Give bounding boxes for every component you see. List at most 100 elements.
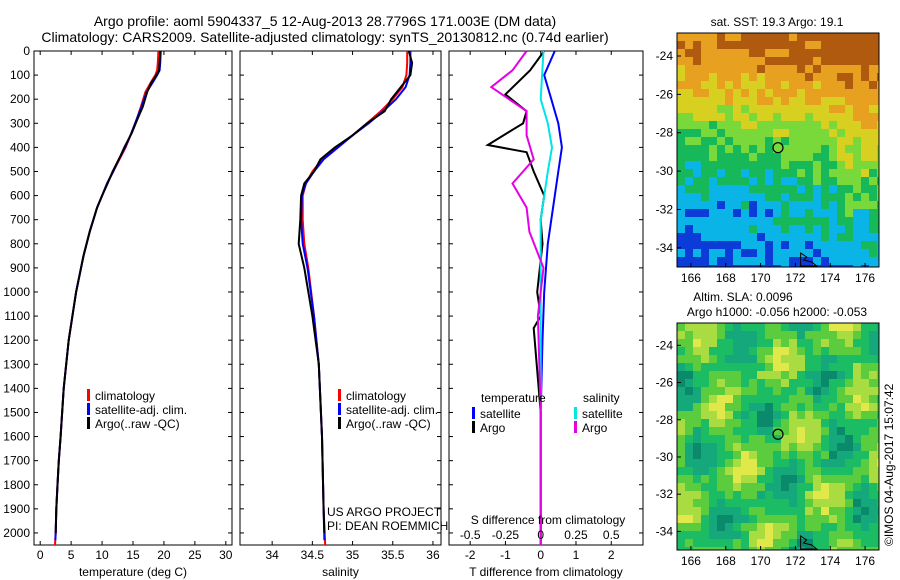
map-cell (693, 523, 701, 531)
map-cell (861, 169, 869, 177)
map-cell (845, 547, 853, 550)
map-cell (813, 323, 821, 331)
map-cell (821, 145, 829, 153)
map-cell (701, 411, 709, 419)
map-cell (693, 65, 701, 73)
map-cell (845, 105, 853, 113)
map-lat-label: -24 (656, 49, 674, 63)
map-cell (725, 185, 733, 193)
map-cell (829, 467, 837, 475)
map-cell (805, 507, 813, 515)
map-cell (781, 65, 789, 73)
map-cell (709, 515, 717, 523)
map-cell (733, 411, 741, 419)
map-cell (693, 161, 701, 169)
map-cell (837, 113, 845, 121)
map-cell (869, 169, 877, 177)
map-cell (805, 355, 813, 363)
map-cell (829, 73, 837, 81)
map-cell (749, 97, 757, 105)
map-cell (877, 113, 879, 121)
map-cell (853, 233, 861, 241)
map-cell (749, 73, 757, 81)
map-cell (829, 451, 837, 459)
map-cell (733, 265, 741, 267)
map-cell (717, 265, 725, 267)
map-cell (869, 379, 877, 387)
map-cell (765, 475, 773, 483)
map-cell (829, 265, 837, 267)
map-cell (701, 105, 709, 113)
map-cell (805, 249, 813, 257)
map-cell (837, 387, 845, 395)
x-tick-label: 35.5 (381, 548, 405, 562)
map-cell (789, 225, 797, 233)
map-cell (709, 161, 717, 169)
map-cell (821, 363, 829, 371)
map-cell (749, 483, 757, 491)
map-cell (821, 241, 829, 249)
map-lat-label: -28 (656, 126, 674, 140)
map-cell (725, 379, 733, 387)
map-cell (677, 41, 685, 49)
map-cell (845, 201, 853, 209)
map-cell (709, 209, 717, 217)
map-cell (701, 249, 709, 257)
map-cell (829, 201, 837, 209)
map-cell (725, 347, 733, 355)
map-cell (861, 65, 869, 73)
map-cell (773, 355, 781, 363)
map-cell (701, 491, 709, 499)
map-cell (821, 387, 829, 395)
map-cell (853, 169, 861, 177)
map-cell (821, 531, 829, 539)
map-cell (725, 177, 733, 185)
map-cell (781, 129, 789, 137)
map-cell (869, 363, 877, 371)
map-cell (749, 379, 757, 387)
map-cell (733, 33, 741, 41)
map-cell (717, 65, 725, 73)
map-cell (757, 249, 765, 257)
map-cell (837, 217, 845, 225)
map-cell (701, 443, 709, 451)
legend-label: satellite (582, 407, 623, 421)
map-cell (733, 539, 741, 547)
map-cell (709, 331, 717, 339)
map-cell (789, 435, 797, 443)
map-cell (733, 451, 741, 459)
map-cell (853, 371, 861, 379)
map-cell (741, 435, 749, 443)
map-cell (725, 161, 733, 169)
map-cell (861, 531, 869, 539)
map-cell (733, 201, 741, 209)
map-cell (869, 531, 877, 539)
map-cell (749, 427, 757, 435)
map-cell (685, 81, 693, 89)
map-cell (773, 249, 781, 257)
map-cell (733, 57, 741, 65)
map-cell (685, 515, 693, 523)
map-cell (821, 81, 829, 89)
map-cell (725, 355, 733, 363)
map-cell (685, 49, 693, 57)
map-cell (869, 193, 877, 201)
map-cell (877, 153, 879, 161)
map-cell (821, 73, 829, 81)
map-cell (869, 347, 877, 355)
map-cell (749, 225, 757, 233)
map-cell (773, 483, 781, 491)
map-cell (693, 201, 701, 209)
map-cell (685, 73, 693, 81)
map-cell (725, 33, 733, 41)
map-cell (717, 33, 725, 41)
map-cell (725, 459, 733, 467)
map-cell (805, 539, 813, 547)
map-cell (685, 491, 693, 499)
map-cell (821, 97, 829, 105)
map-cell (829, 161, 837, 169)
map-cell (773, 225, 781, 233)
map-cell (741, 185, 749, 193)
map-cell (789, 419, 797, 427)
map-cell (813, 121, 821, 129)
